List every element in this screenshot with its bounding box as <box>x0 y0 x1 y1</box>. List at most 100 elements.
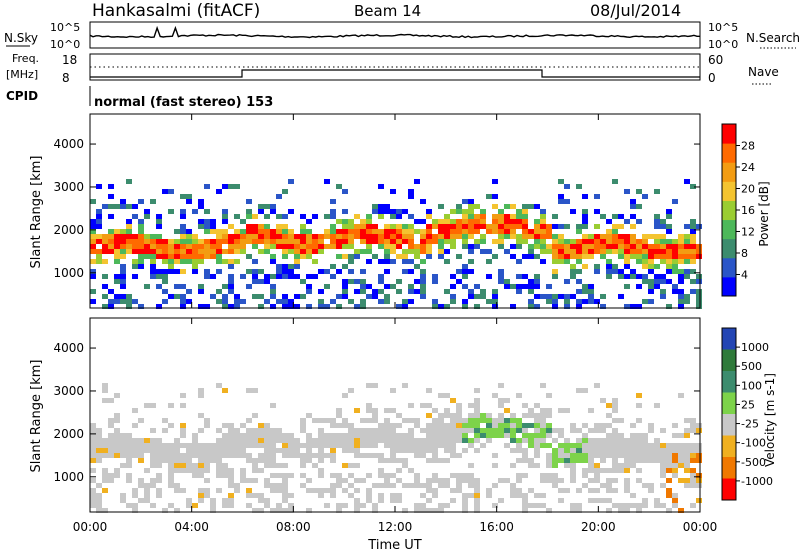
heatmap-cell <box>384 259 390 264</box>
heatmap-cell <box>306 478 312 483</box>
heatmap-cell <box>366 259 372 264</box>
heatmap-cell <box>420 483 426 488</box>
heatmap-cell <box>372 418 378 423</box>
heatmap-cell <box>402 483 408 488</box>
heatmap-cell <box>150 503 156 508</box>
colorbar-tick-label: -100 <box>741 437 766 450</box>
heatmap-cell <box>504 428 510 433</box>
heatmap-cell <box>558 488 564 493</box>
heatmap-cell <box>690 483 696 488</box>
heatmap-cell <box>408 229 414 234</box>
heatmap-cell <box>624 264 630 269</box>
heatmap-cell <box>636 249 642 254</box>
heatmap-cell <box>252 468 258 473</box>
heatmap-cell <box>90 423 96 428</box>
heatmap-cell <box>504 398 510 403</box>
heatmap-cell <box>468 418 474 423</box>
heatmap-cell <box>174 463 180 468</box>
heatmap-cell <box>642 244 648 249</box>
heatmap-cell <box>678 443 684 448</box>
heatmap-cell <box>630 304 636 309</box>
heatmap-cell <box>564 408 570 413</box>
heatmap-cell <box>156 219 162 224</box>
heatmap-cell <box>192 254 198 259</box>
heatmap-cell <box>408 189 414 194</box>
heatmap-cell <box>564 224 570 229</box>
heatmap-cell <box>228 443 234 448</box>
heatmap-cell <box>546 433 552 438</box>
heatmap-cell <box>414 508 420 513</box>
heatmap-cell <box>372 453 378 458</box>
heatmap-cell <box>468 473 474 478</box>
heatmap-cell <box>600 239 606 244</box>
heatmap-cell <box>138 254 144 259</box>
noise-right-tick-bottom: 10^0 <box>708 38 738 51</box>
heatmap-cell <box>540 428 546 433</box>
heatmap-cell <box>486 418 492 423</box>
heatmap-cell <box>204 249 210 254</box>
heatmap-cell <box>594 448 600 453</box>
heatmap-cell <box>612 503 618 508</box>
heatmap-cell <box>666 209 672 214</box>
heatmap-cell <box>156 304 162 309</box>
heatmap-cell <box>432 408 438 413</box>
heatmap-cell <box>162 448 168 453</box>
heatmap-cell <box>486 229 492 234</box>
heatmap-cell <box>504 214 510 219</box>
heatmap-cell <box>408 438 414 443</box>
heatmap-cell <box>228 264 234 269</box>
heatmap-cell <box>552 294 558 299</box>
heatmap-cell <box>666 269 672 274</box>
heatmap-cell <box>384 239 390 244</box>
heatmap-cell <box>558 458 564 463</box>
heatmap-cell <box>462 219 468 224</box>
heatmap-cell <box>492 483 498 488</box>
heatmap-cell <box>174 443 180 448</box>
heatmap-cell <box>624 503 630 508</box>
heatmap-cell <box>132 299 138 304</box>
heatmap-cell <box>528 488 534 493</box>
heatmap-cell <box>228 259 234 264</box>
heatmap-cell <box>366 249 372 254</box>
heatmap-cell <box>180 249 186 254</box>
heatmap-cell <box>156 448 162 453</box>
heatmap-cell <box>588 448 594 453</box>
heatmap-cell <box>300 453 306 458</box>
heatmap-cell <box>372 413 378 418</box>
heatmap-cell <box>384 234 390 239</box>
heatmap-cell <box>192 249 198 254</box>
heatmap-cell <box>276 274 282 279</box>
heatmap-cell <box>174 284 180 289</box>
heatmap-cell <box>384 443 390 448</box>
heatmap-cell <box>306 274 312 279</box>
heatmap-cell <box>690 473 696 478</box>
heatmap-cell <box>252 224 258 229</box>
heatmap-cell <box>354 408 360 413</box>
heatmap-cell <box>600 448 606 453</box>
heatmap-cell <box>138 199 144 204</box>
heatmap-cell <box>534 274 540 279</box>
heatmap-cell <box>642 274 648 279</box>
heatmap-cell <box>570 254 576 259</box>
heatmap-cell <box>474 493 480 498</box>
heatmap-cell <box>168 503 174 508</box>
heatmap-cell <box>558 254 564 259</box>
heatmap-cell <box>192 239 198 244</box>
heatmap-cell <box>216 468 222 473</box>
heatmap-cell <box>114 274 120 279</box>
heatmap-cell <box>558 478 564 483</box>
heatmap-cell <box>102 274 108 279</box>
heatmap-cell <box>534 453 540 458</box>
heatmap-cell <box>264 483 270 488</box>
heatmap-cell <box>120 294 126 299</box>
heatmap-cell <box>438 239 444 244</box>
heatmap-cell <box>222 249 228 254</box>
heatmap-cell <box>540 294 546 299</box>
heatmap-cell <box>588 249 594 254</box>
heatmap-cell <box>264 279 270 284</box>
heatmap-cell <box>318 239 324 244</box>
heatmap-cell <box>522 433 528 438</box>
heatmap-cell <box>282 438 288 443</box>
